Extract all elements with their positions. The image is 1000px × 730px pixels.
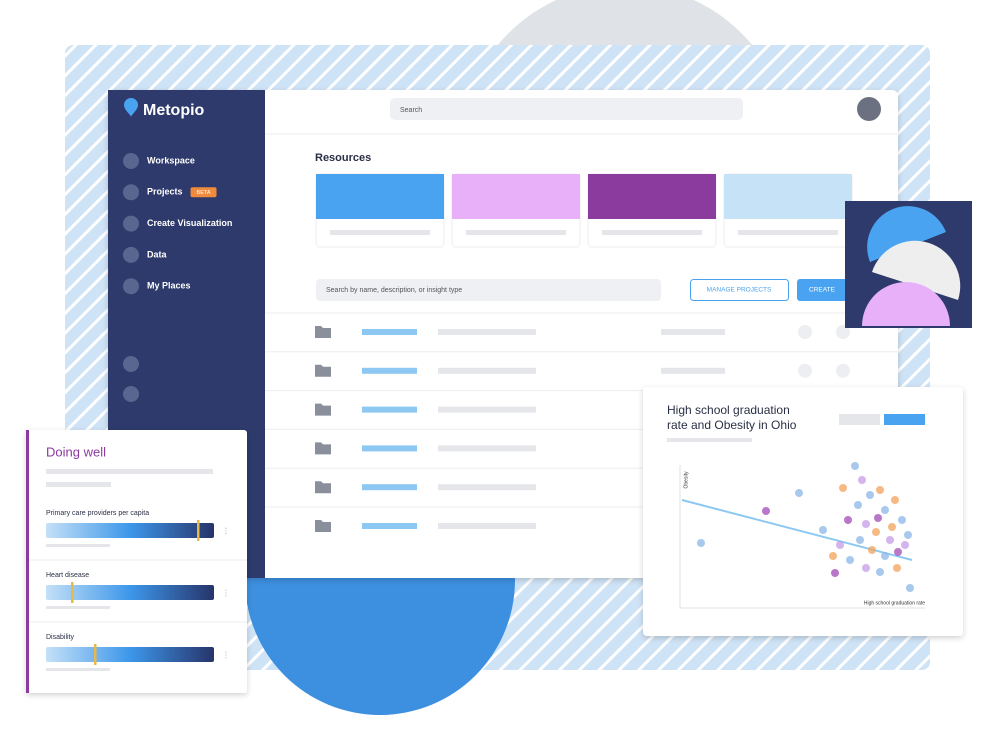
metric-gradient (46, 523, 214, 538)
metric-marker (94, 644, 97, 665)
placeholder-bar (330, 230, 430, 235)
metric-label: Heart disease (46, 572, 89, 579)
x-axis-label: High school graduation rate (864, 600, 925, 606)
logo (124, 98, 138, 117)
toggle[interactable] (884, 414, 925, 425)
list-search-placeholder: Search by name, description, or insight … (326, 287, 462, 294)
metric-marker (197, 520, 200, 541)
nav-label[interactable]: Workspace (147, 155, 195, 165)
decor-shape (862, 282, 950, 326)
metric-label: Primary care providers per capita (46, 510, 149, 517)
metric-menu[interactable]: … (224, 651, 234, 660)
folder-icon (315, 364, 331, 377)
placeholder-bar (438, 445, 536, 452)
card-accent (26, 430, 29, 693)
row-name[interactable] (362, 406, 417, 413)
placeholder-bar (661, 367, 725, 374)
nav-label[interactable]: My Places (147, 281, 191, 291)
search-box[interactable] (390, 98, 743, 120)
badge-label: BETA (197, 190, 211, 196)
placeholder-bar (602, 230, 702, 235)
placeholder-bar (438, 367, 536, 374)
placeholder-bar (46, 469, 213, 474)
placeholder-bar (438, 523, 536, 529)
placeholder-bar (46, 606, 110, 609)
row-action[interactable] (798, 363, 812, 378)
scatter-title: High school graduation (667, 403, 790, 417)
resource-card-image (316, 174, 444, 219)
folder-icon (315, 403, 331, 416)
badge (190, 187, 217, 198)
create-button[interactable] (797, 279, 848, 301)
nav-icon (123, 386, 139, 402)
placeholder-bar (438, 484, 536, 491)
list-search[interactable] (316, 279, 661, 301)
manage-button-label: MANAGE PROJECTS (707, 287, 772, 294)
resource-card-image (452, 174, 580, 219)
decor-shape (867, 206, 946, 262)
nav-icon (123, 153, 139, 169)
resource-card-image (588, 174, 716, 219)
row-action[interactable] (836, 363, 850, 378)
metric-marker (71, 582, 74, 603)
nav-icon (123, 184, 139, 201)
metric-menu[interactable]: … (224, 527, 234, 536)
scatter-dots (697, 462, 914, 592)
nav-icon (123, 356, 139, 372)
resource-card-image (724, 174, 852, 219)
folder-icon (315, 442, 331, 455)
folder-icon (315, 326, 331, 338)
metric-gradient (46, 585, 214, 600)
decor-shape (872, 240, 961, 300)
folder-icon (315, 520, 331, 532)
row-name[interactable] (362, 329, 417, 335)
placeholder-bar (466, 230, 566, 235)
nav-label[interactable]: Data (147, 249, 168, 259)
metric-menu[interactable]: … (224, 589, 234, 598)
row-name[interactable] (362, 484, 417, 491)
row-name[interactable] (362, 523, 417, 529)
avatar[interactable] (857, 97, 881, 121)
row-name[interactable] (362, 445, 417, 452)
folder-icon (315, 481, 331, 494)
y-axis-label: Obesity (683, 471, 689, 488)
metric-label: Disability (46, 634, 75, 641)
placeholder-bar (667, 438, 752, 442)
row-action[interactable] (798, 325, 812, 339)
nav-icon (123, 278, 139, 295)
nav-icon (123, 215, 139, 232)
manage-button[interactable] (690, 279, 789, 301)
placeholder-bar (438, 406, 536, 413)
nav-label[interactable]: Create Visualization (147, 218, 232, 228)
search-placeholder: Search (400, 107, 422, 114)
row-action[interactable] (836, 325, 850, 339)
nav-label[interactable]: Projects (147, 187, 183, 197)
row-name[interactable] (362, 367, 417, 374)
nav-icon (123, 246, 139, 263)
section-title: Resources (315, 152, 371, 164)
scatter-title: rate and Obesity in Ohio (667, 418, 797, 432)
placeholder-bar (46, 482, 111, 487)
brand: Metopio (143, 102, 205, 119)
doing-well-card (26, 430, 247, 693)
toggle[interactable] (839, 414, 880, 425)
placeholder-bar (661, 329, 725, 335)
placeholder-bar (438, 329, 536, 335)
metric-gradient (46, 647, 214, 662)
doing-well-title: Doing well (46, 444, 106, 459)
create-button-label: CREATE (809, 287, 836, 294)
placeholder-bar (738, 230, 838, 235)
placeholder-bar (46, 544, 110, 547)
placeholder-bar (46, 668, 110, 671)
